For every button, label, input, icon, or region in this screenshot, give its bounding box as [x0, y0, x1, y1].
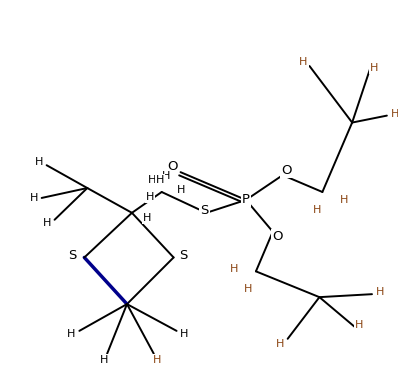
Text: H: H — [230, 264, 238, 274]
Text: H: H — [355, 320, 363, 330]
Text: H: H — [376, 287, 384, 297]
Text: H: H — [100, 355, 108, 365]
Text: H: H — [340, 195, 348, 205]
Text: S: S — [200, 205, 209, 217]
Text: H: H — [146, 192, 154, 202]
Text: H: H — [156, 175, 164, 185]
Text: H: H — [148, 175, 156, 185]
Text: H: H — [180, 329, 189, 339]
Text: H: H — [152, 355, 161, 365]
Text: O: O — [167, 160, 178, 173]
Text: H: H — [142, 213, 151, 223]
Text: H: H — [67, 329, 76, 339]
Text: H: H — [299, 57, 308, 67]
Text: H: H — [370, 63, 378, 73]
Text: H: H — [244, 284, 252, 294]
Text: P: P — [242, 193, 250, 206]
Text: S: S — [68, 249, 76, 262]
Text: O: O — [281, 164, 292, 177]
Text: O: O — [273, 230, 283, 243]
Text: S: S — [179, 249, 188, 262]
Text: H: H — [35, 157, 43, 167]
Text: H: H — [275, 339, 284, 349]
Text: H: H — [29, 193, 38, 203]
Text: H: H — [162, 171, 170, 181]
Text: H: H — [43, 218, 51, 228]
Text: H: H — [178, 185, 186, 195]
Text: H: H — [390, 109, 398, 119]
Text: H: H — [313, 205, 322, 215]
